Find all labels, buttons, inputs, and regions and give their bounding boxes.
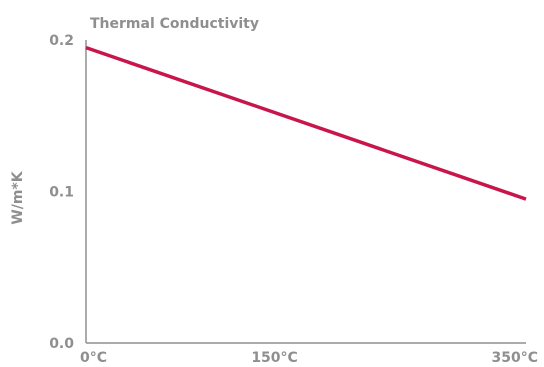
x-tick-label: 0°C bbox=[80, 350, 107, 366]
series-line-0 bbox=[85, 45, 527, 201]
y-axis-label: W/m*K bbox=[10, 170, 26, 224]
y-tick-label: 0.1 bbox=[49, 185, 74, 201]
y-tick-labels: 0.0 0.1 0.2 bbox=[49, 33, 74, 352]
y-tick-label: 0.0 bbox=[49, 336, 74, 352]
series-group bbox=[85, 45, 527, 201]
y-tick-label: 0.2 bbox=[49, 33, 74, 49]
x-tick-label: 150°C bbox=[251, 350, 298, 366]
x-tick-label: 350°C bbox=[492, 350, 539, 366]
chart-title: Thermal Conductivity bbox=[90, 16, 259, 32]
x-tick-labels: 0°C 150°C 350°C bbox=[80, 350, 538, 366]
